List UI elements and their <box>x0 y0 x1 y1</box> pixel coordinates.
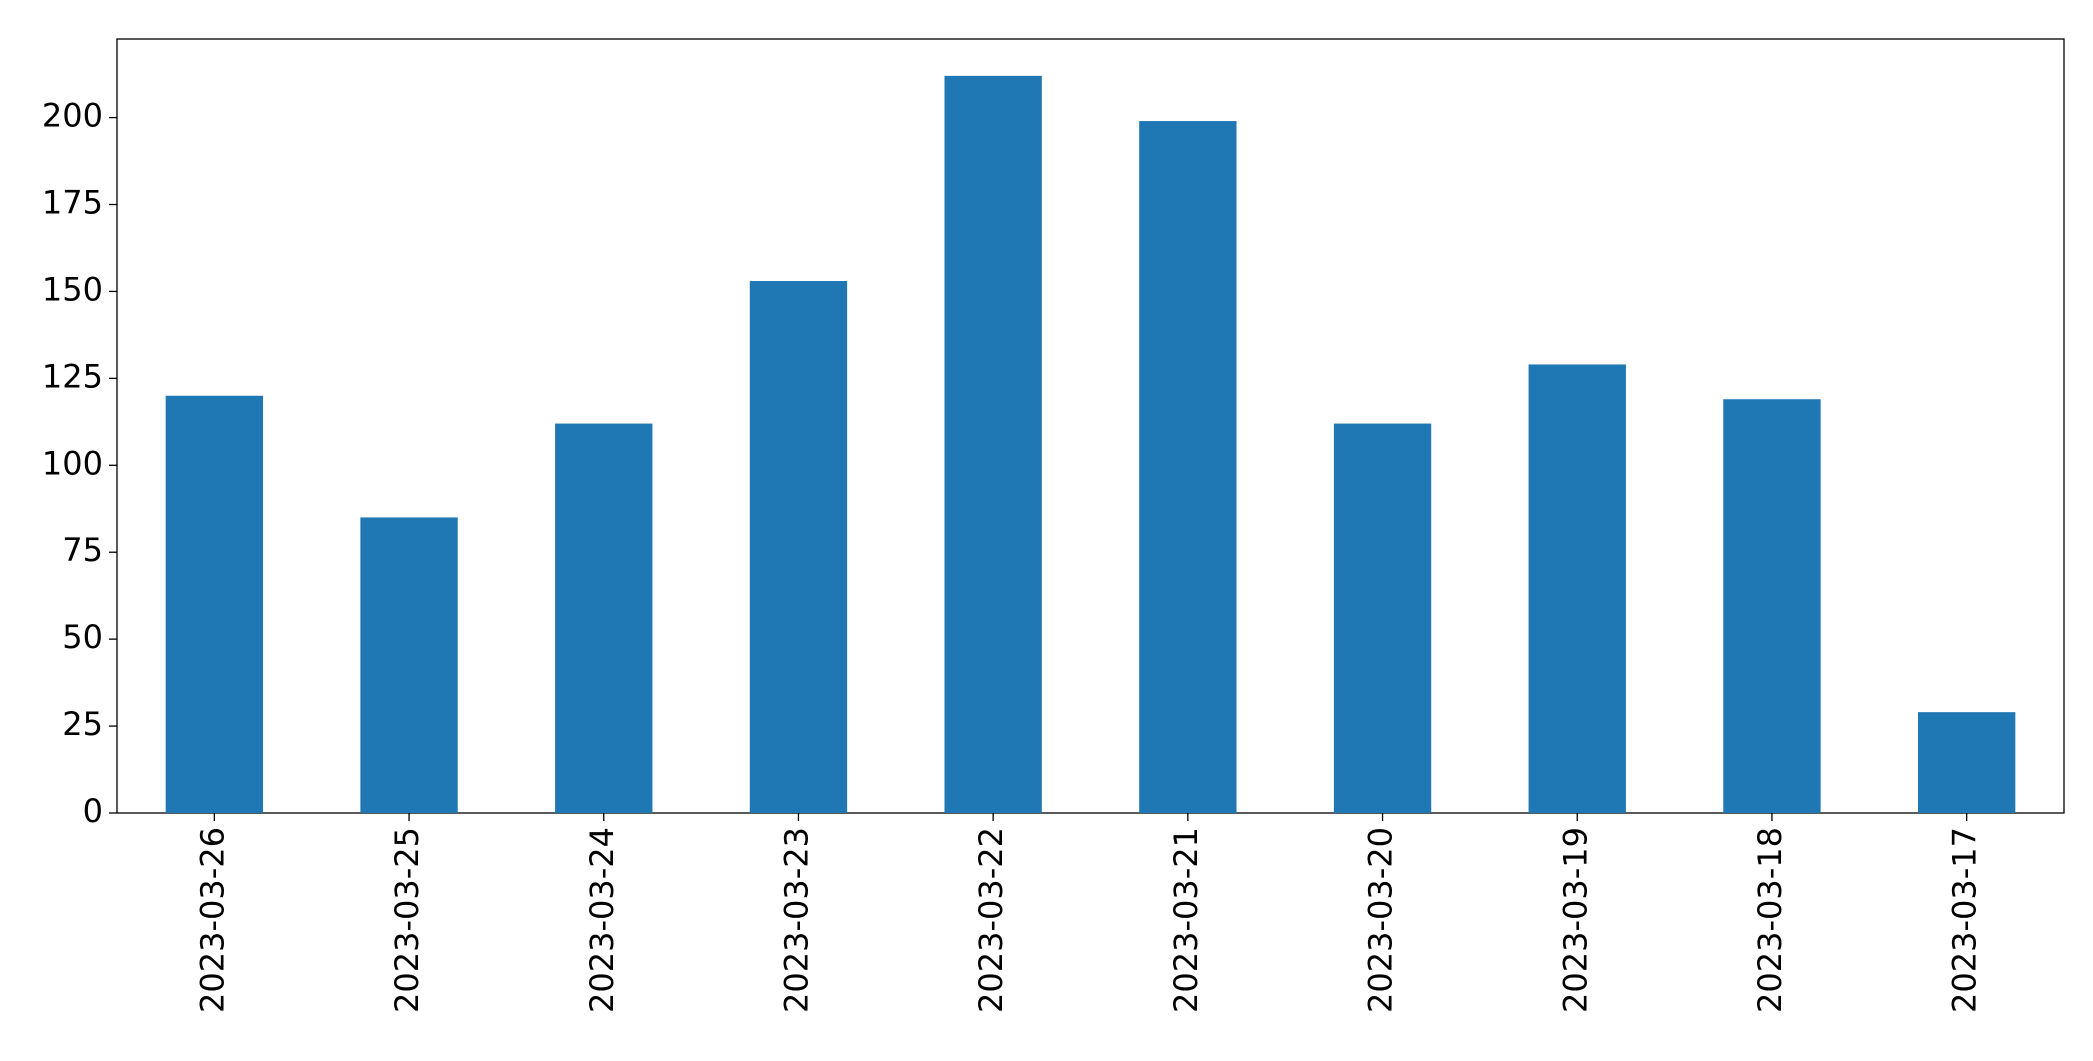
y-tick-label: 50 <box>62 618 103 656</box>
x-tick-label: 2023-03-21 <box>1167 827 1205 1013</box>
y-tick-label: 75 <box>62 531 103 569</box>
x-tick-label: 2023-03-17 <box>1946 827 1984 1013</box>
bar <box>555 423 653 813</box>
bar <box>1723 399 1821 813</box>
x-tick-label: 2023-03-19 <box>1556 827 1594 1013</box>
bar <box>1333 423 1432 813</box>
bar <box>944 75 1042 814</box>
bar <box>360 517 458 813</box>
x-tick-label: 2023-03-24 <box>583 827 621 1013</box>
y-tick-label: 125 <box>42 357 103 395</box>
x-tick-label: 2023-03-20 <box>1362 827 1400 1013</box>
y-tick-label: 200 <box>42 97 103 135</box>
plot-frame <box>116 38 2065 814</box>
bar <box>749 281 848 814</box>
x-tick-label: 2023-03-25 <box>388 827 426 1013</box>
bar <box>1917 712 2016 813</box>
y-tick-label: 150 <box>42 270 103 308</box>
x-tick-label: 2023-03-18 <box>1751 827 1789 1013</box>
y-tick-label: 100 <box>42 444 103 482</box>
y-tick-label: 25 <box>62 705 103 743</box>
bar <box>1528 364 1626 813</box>
x-tick-label: 2023-03-23 <box>777 827 815 1013</box>
y-tick-label: 0 <box>83 792 103 830</box>
y-tick-label: 175 <box>42 184 103 222</box>
x-tick-label: 2023-03-22 <box>972 827 1010 1013</box>
x-tick-label: 2023-03-26 <box>193 827 231 1013</box>
bar <box>1139 121 1237 813</box>
bar <box>165 395 264 813</box>
